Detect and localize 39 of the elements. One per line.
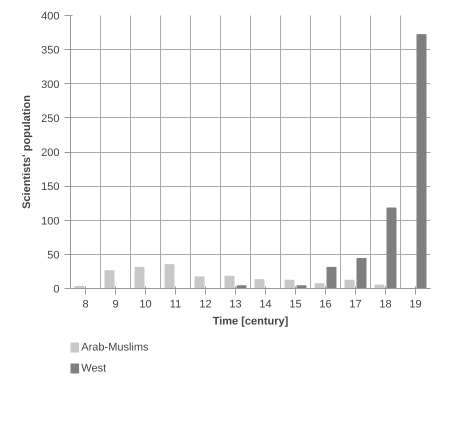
x-tick-label: 14 (259, 298, 272, 310)
x-tick-label: 11 (170, 298, 182, 310)
bar (104, 270, 114, 288)
y-tick-label: 300 (41, 78, 60, 91)
bar (224, 276, 234, 288)
y-tick-label: 0 (53, 284, 60, 296)
bar (314, 283, 324, 288)
x-tick-label: 8 (82, 298, 89, 310)
bar (326, 266, 336, 288)
bar (344, 280, 354, 288)
x-tick-label: 18 (379, 298, 392, 310)
x-tick-label: 16 (319, 298, 332, 310)
x-axis-title: Time [century] (212, 316, 289, 328)
bar (134, 266, 144, 288)
bar (194, 276, 204, 288)
bar (386, 207, 396, 288)
y-tick-label: 100 (41, 215, 60, 228)
legend-label: West (81, 362, 106, 374)
x-tick-label: 19 (409, 298, 422, 310)
y-tick-label: 250 (41, 112, 60, 125)
bar (284, 280, 294, 288)
bar (254, 279, 264, 288)
y-tick-label: 400 (41, 10, 60, 22)
x-tick-label: 9 (112, 298, 119, 310)
x-tick-label: 17 (349, 298, 362, 310)
y-axis-title: Scientists' population (21, 94, 34, 209)
y-tick-label: 50 (47, 249, 60, 262)
y-tick-label: 350 (41, 44, 60, 57)
x-tick-label: 10 (139, 298, 152, 310)
y-tick-label: 200 (41, 147, 60, 159)
legend-label: Arab-Muslims (81, 342, 150, 354)
bar (416, 34, 426, 288)
x-tick-label: 15 (289, 298, 302, 310)
y-tick-label: 150 (41, 181, 60, 194)
bar (374, 284, 384, 288)
bar (164, 264, 174, 288)
bar (356, 258, 366, 288)
x-tick-label: 13 (229, 298, 242, 310)
x-tick-label: 12 (199, 298, 212, 310)
